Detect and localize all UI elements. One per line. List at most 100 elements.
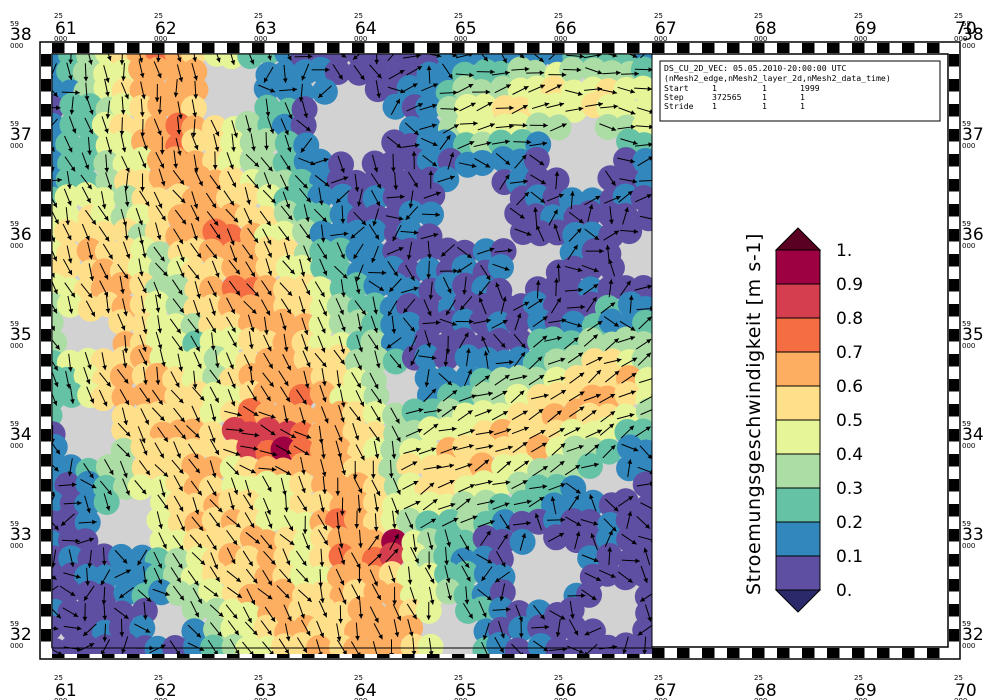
y-tick-sub: 000 xyxy=(962,642,975,650)
y-tick-label: 33 xyxy=(962,525,984,545)
x-tick-prefix: 25 xyxy=(654,674,663,682)
x-tick-prefix: 25 xyxy=(54,12,63,20)
y-tick-sub: 000 xyxy=(962,242,975,250)
y-tick-prefix: 59 xyxy=(10,220,19,228)
colorbar-level-label: 0.1 xyxy=(836,547,863,567)
x-tick-label: 61 xyxy=(55,19,77,39)
info-row-value: 1 xyxy=(800,101,805,111)
x-tick-label: 66 xyxy=(555,681,577,700)
x-tick-label: 69 xyxy=(855,681,877,700)
colorbar-swatch xyxy=(775,351,821,387)
x-tick-sub: 000 xyxy=(554,35,567,43)
y-tick-sub: 000 xyxy=(10,242,23,250)
x-tick-prefix: 25 xyxy=(854,674,863,682)
x-tick-label: 64 xyxy=(355,681,377,700)
y-tick-label: 37 xyxy=(962,125,984,145)
info-row-label: Start xyxy=(664,83,689,93)
x-tick-label: 67 xyxy=(655,681,677,700)
x-tick-prefix: 25 xyxy=(454,674,463,682)
info-row-label: Stride xyxy=(664,101,694,111)
x-tick-label: 62 xyxy=(155,681,177,700)
colorbar-level-label: 0.2 xyxy=(836,513,863,533)
y-tick-prefix: 59 xyxy=(10,20,19,28)
info-dims: (nMesh2_edge,nMesh2_layer_2d,nMesh2_data… xyxy=(664,73,891,83)
x-tick-sub: 000 xyxy=(954,35,967,43)
x-tick-label: 70 xyxy=(955,681,977,700)
info-row-value: 1 xyxy=(800,92,805,102)
colorbar-level-label: 0. xyxy=(836,581,852,601)
x-tick-sub: 000 xyxy=(754,35,767,43)
x-tick-label: 63 xyxy=(255,19,277,39)
y-tick-sub: 000 xyxy=(962,142,975,150)
x-tick-sub: 000 xyxy=(254,35,267,43)
x-tick-prefix: 25 xyxy=(354,674,363,682)
colorbar-level-label: 0.3 xyxy=(836,479,863,499)
outer-frame xyxy=(39,41,961,660)
y-tick-sub: 000 xyxy=(962,42,975,50)
x-tick-sub: 000 xyxy=(154,35,167,43)
x-tick-prefix: 25 xyxy=(954,674,963,682)
x-tick-label: 68 xyxy=(755,681,777,700)
x-tick-prefix: 25 xyxy=(354,12,363,20)
y-tick-prefix: 59 xyxy=(962,620,971,628)
colorbar-swatch xyxy=(775,555,821,591)
info-row-value: 1999 xyxy=(800,83,820,93)
info-row-value: 1 xyxy=(712,101,717,111)
info-title: DS_CU_2D_VEC: 05.05.2010-20:00:00 UTC xyxy=(664,63,846,73)
x-tick-sub: 000 xyxy=(154,697,167,700)
x-tick-sub: 000 xyxy=(654,35,667,43)
axis-tick-labels: 2561000256100025620002562000256300025630… xyxy=(10,12,984,700)
x-tick-sub: 000 xyxy=(854,35,867,43)
colorbar: 0. 0.1 0.2 0.3 0.4 0.5 0.6 0.7 0.8 0.9 1. xyxy=(774,227,863,613)
y-tick-prefix: 59 xyxy=(10,620,19,628)
y-tick-prefix: 59 xyxy=(10,420,19,428)
y-tick-label: 35 xyxy=(962,325,984,345)
x-tick-sub: 000 xyxy=(354,697,367,700)
info-row-value: 1 xyxy=(762,92,767,102)
y-tick-prefix: 59 xyxy=(962,420,971,428)
colorbar-level-label: 0.5 xyxy=(836,411,863,431)
colorbar-swatch xyxy=(775,419,821,455)
x-tick-prefix: 25 xyxy=(854,12,863,20)
y-tick-prefix: 59 xyxy=(962,220,971,228)
x-tick-prefix: 25 xyxy=(954,12,963,20)
info-row-label: Step xyxy=(664,92,684,102)
y-tick-label: 38 xyxy=(962,25,984,45)
x-tick-sub: 000 xyxy=(554,697,567,700)
y-tick-prefix: 59 xyxy=(962,120,971,128)
x-tick-prefix: 25 xyxy=(454,12,463,20)
x-tick-sub: 000 xyxy=(54,35,67,43)
y-tick-label: 34 xyxy=(10,425,32,445)
x-tick-prefix: 25 xyxy=(254,12,263,20)
y-tick-label: 38 xyxy=(10,25,32,45)
y-tick-label: 34 xyxy=(962,425,984,445)
y-tick-label: 32 xyxy=(10,625,32,645)
y-tick-sub: 000 xyxy=(962,342,975,350)
y-tick-label: 35 xyxy=(10,325,32,345)
x-tick-prefix: 25 xyxy=(154,674,163,682)
x-tick-prefix: 25 xyxy=(754,674,763,682)
colorbar-over-triangle xyxy=(774,227,822,251)
x-tick-label: 65 xyxy=(455,19,477,39)
colorbar-swatch xyxy=(775,317,821,353)
colorbar-under-triangle xyxy=(774,589,822,613)
y-tick-sub: 000 xyxy=(10,342,23,350)
x-tick-sub: 000 xyxy=(854,697,867,700)
x-tick-prefix: 25 xyxy=(554,674,563,682)
x-tick-label: 67 xyxy=(655,19,677,39)
x-tick-sub: 000 xyxy=(654,697,667,700)
colorbar-level-label: 1. xyxy=(836,241,852,261)
x-tick-label: 61 xyxy=(55,681,77,700)
colorbar-level-label: 0.8 xyxy=(836,309,863,329)
colorbar-level-label: 0.6 xyxy=(836,377,863,397)
colorbar-swatch xyxy=(775,521,821,557)
y-tick-prefix: 59 xyxy=(10,520,19,528)
x-tick-prefix: 25 xyxy=(654,12,663,20)
y-tick-sub: 000 xyxy=(10,442,23,450)
info-row-value: 1 xyxy=(762,101,767,111)
x-tick-label: 63 xyxy=(255,681,277,700)
x-tick-label: 69 xyxy=(855,19,877,39)
y-tick-sub: 000 xyxy=(10,542,23,550)
x-tick-sub: 000 xyxy=(54,697,67,700)
